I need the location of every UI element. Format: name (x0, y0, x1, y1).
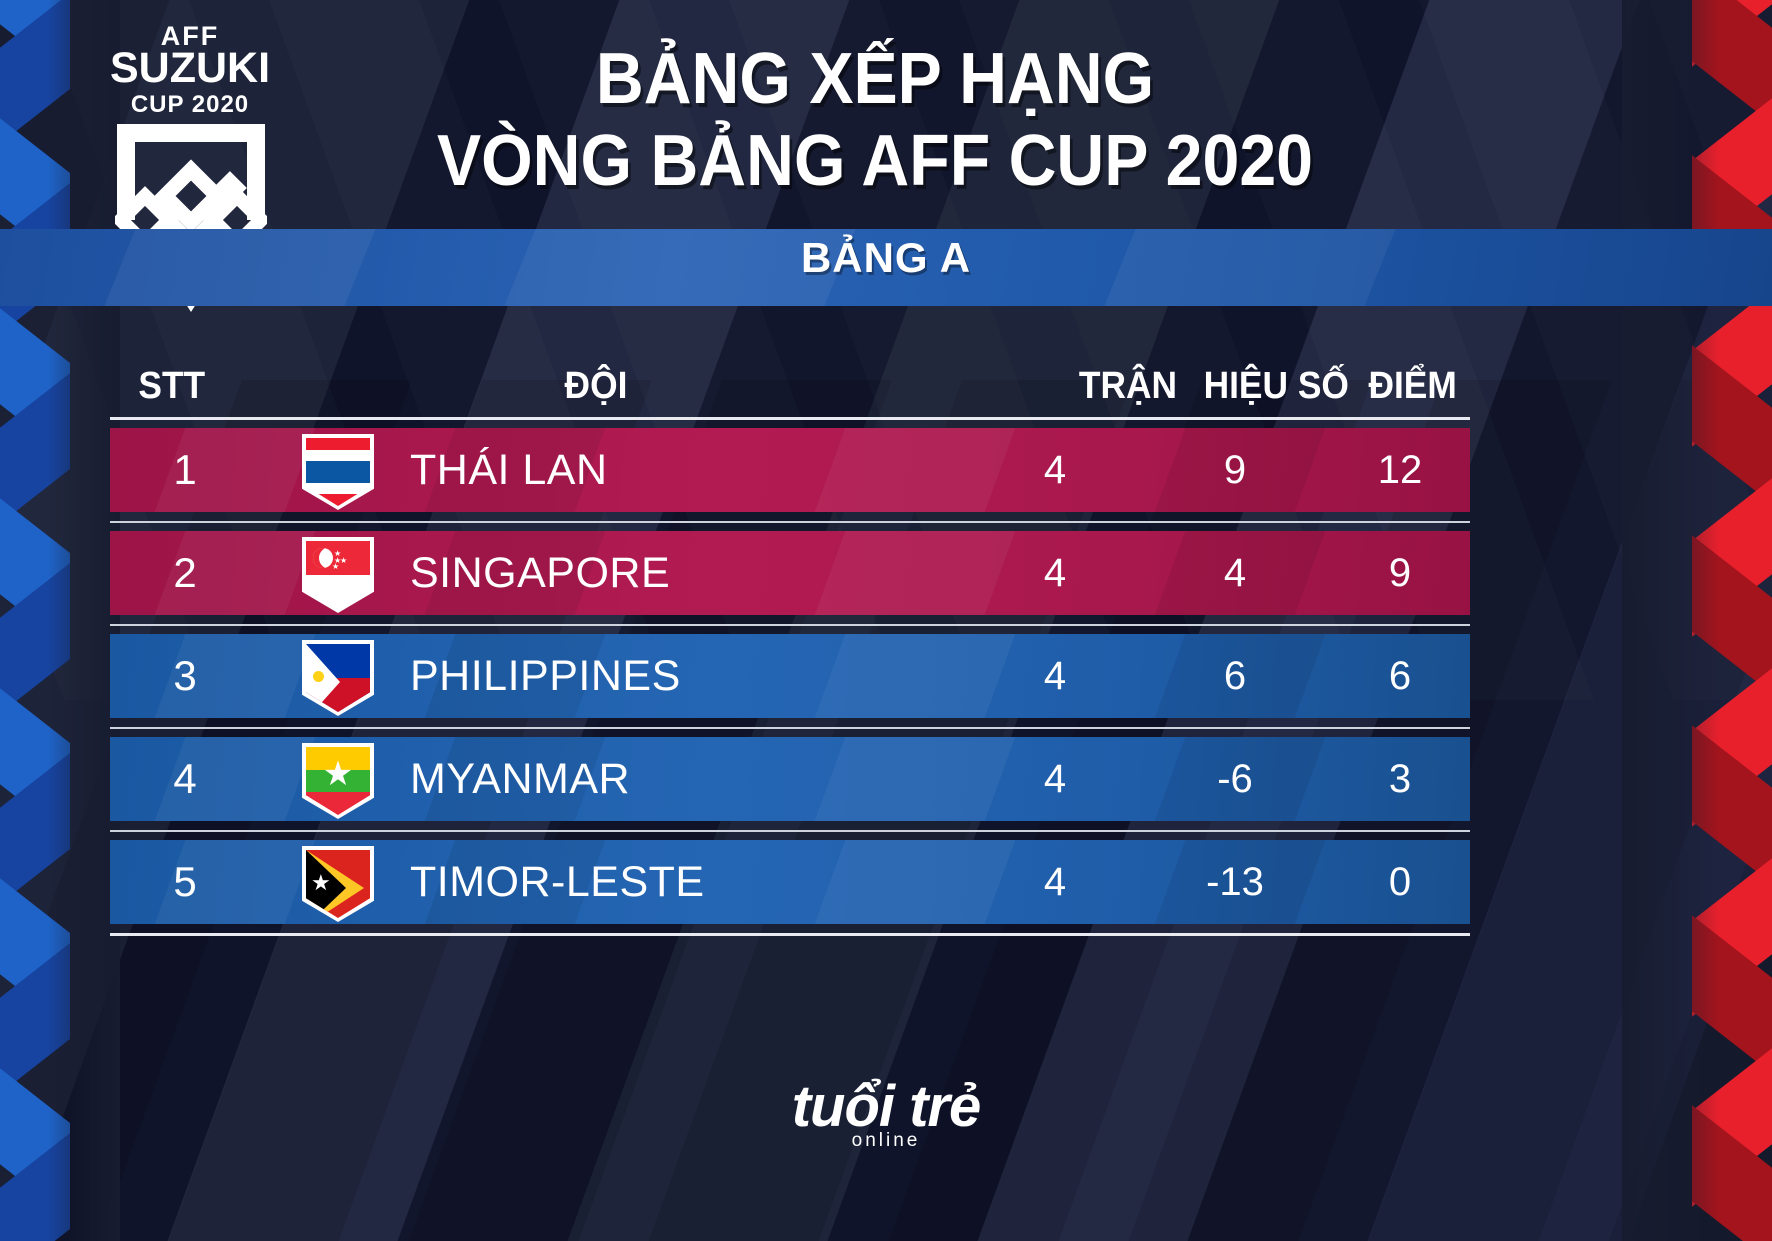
table-row[interactable]: 1 THÁI LAN 4 9 12 (110, 428, 1470, 512)
cell-points: 3 (1388, 756, 1412, 801)
cell-rank: 5 (173, 858, 197, 905)
cell-rank: 3 (173, 652, 197, 699)
group-banner-label: BẢNG A (800, 234, 972, 281)
cell-played: 4 (1043, 550, 1067, 595)
table-rule (110, 727, 1470, 729)
logo-text-cup: CUP 2020 (130, 91, 250, 118)
cell-points: 12 (1377, 447, 1423, 492)
table-body: 1 THÁI LAN 4 9 12 2 ★ ★ ★ ★ ★ SINGAPORE 4 4 9 3 PHILIPPI… (110, 417, 1470, 936)
table-rule (110, 417, 1470, 420)
cell-goal-diff: -6 (1217, 756, 1253, 801)
flag-philippines-icon (302, 640, 374, 716)
publisher-logo: tuổi trẻ online (0, 1078, 1772, 1152)
cell-team: THÁI LAN (410, 445, 608, 494)
table-header-row: STT ĐỘI TRẬN HIỆU SỐ ĐIỂM (110, 338, 1470, 408)
cell-goal-diff: -13 (1206, 859, 1264, 904)
cell-team: PHILIPPINES (410, 651, 681, 700)
table-row[interactable]: 3 PHILIPPINES 4 6 6 (110, 634, 1470, 718)
cell-team: MYANMAR (410, 754, 631, 803)
column-header-team: ĐỘI (564, 365, 628, 407)
cell-goal-diff: 4 (1223, 550, 1247, 595)
cell-goal-diff: 9 (1223, 447, 1247, 492)
cell-flag: ★ (260, 737, 410, 821)
cell-played: 4 (1043, 859, 1067, 904)
column-header-points: ĐIỂM (1368, 365, 1457, 407)
table-rule (110, 624, 1470, 626)
cell-played: 4 (1043, 447, 1067, 492)
column-header-goal-diff: HIỆU SỐ (1203, 365, 1350, 407)
table-rule (110, 830, 1470, 832)
flag-thailand-icon (302, 434, 374, 510)
cell-rank: 2 (173, 549, 197, 596)
cell-played: 4 (1043, 653, 1067, 698)
table-row[interactable]: 2 ★ ★ ★ ★ ★ SINGAPORE 4 4 9 (110, 531, 1470, 615)
logo-text-aff: AFF (160, 21, 220, 51)
flag-timor-leste-icon: ★ (302, 846, 374, 922)
cell-points: 9 (1388, 550, 1412, 595)
cell-team: TIMOR-LESTE (410, 857, 705, 906)
publisher-logo-sub: online (851, 1130, 921, 1151)
left-accent-band (0, 0, 120, 1241)
cell-goal-diff: 6 (1223, 653, 1247, 698)
page-title-line1: BẢNG XẾP HẠNG (595, 39, 1155, 119)
table-rule (110, 521, 1470, 523)
cell-points: 0 (1388, 859, 1412, 904)
table-row[interactable]: 4 ★ MYANMAR 4 -6 3 (110, 737, 1470, 821)
cell-points: 6 (1388, 653, 1412, 698)
cell-rank: 4 (173, 755, 197, 802)
cell-rank: 1 (173, 446, 197, 493)
title-block: BẢNG XẾP HẠNG VÒNG BẢNG AFF CUP 2020 (330, 38, 1420, 202)
cell-team: SINGAPORE (410, 548, 671, 597)
flag-singapore-icon: ★ ★ ★ ★ ★ (302, 537, 374, 613)
cell-played: 4 (1043, 756, 1067, 801)
logo-text-suzuki: SUZUKI (109, 44, 271, 92)
column-header-rank: STT (138, 365, 206, 407)
publisher-logo-text: tuổi trẻ (791, 1074, 982, 1139)
page-title-line2: VÒNG BẢNG AFF CUP 2020 (436, 121, 1314, 201)
flag-myanmar-icon: ★ (302, 743, 374, 819)
cell-flag: ★ (260, 840, 410, 924)
cell-flag (260, 634, 410, 718)
standings-table: STT ĐỘI TRẬN HIỆU SỐ ĐIỂM 1 THÁI LAN 4 9 12 2… (110, 338, 1470, 944)
cell-flag: ★ ★ ★ ★ ★ (260, 531, 410, 615)
cell-flag (260, 428, 410, 512)
table-rule (110, 933, 1470, 936)
group-banner (0, 229, 1772, 306)
right-accent-band (1622, 0, 1772, 1241)
column-header-played: TRẬN (1079, 365, 1178, 407)
table-row[interactable]: 5 ★ TIMOR-LESTE 4 -13 0 (110, 840, 1470, 924)
